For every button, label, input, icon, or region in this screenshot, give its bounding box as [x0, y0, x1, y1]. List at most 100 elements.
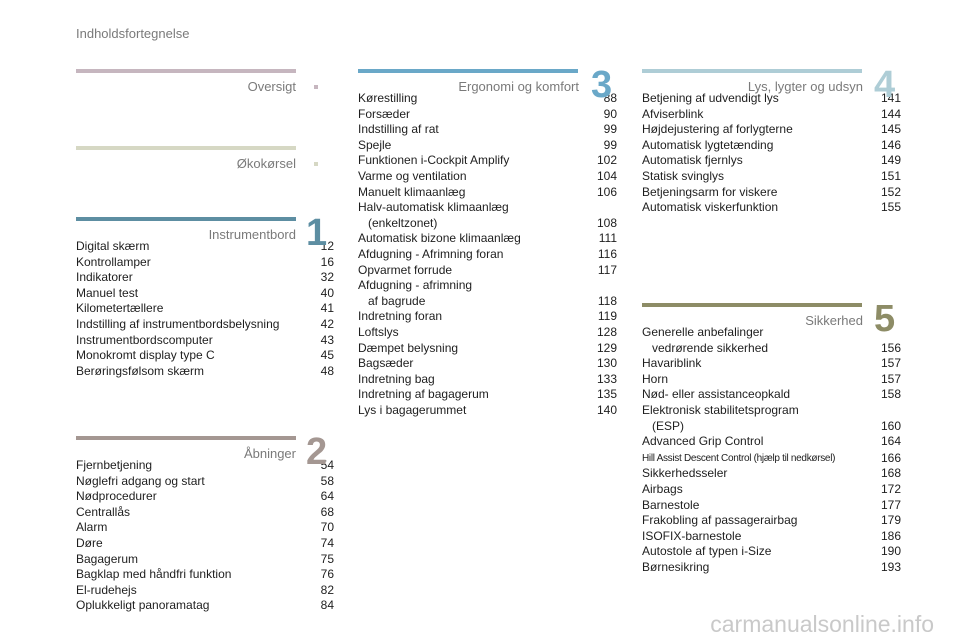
toc-entry[interactable]: Betjening af udvendigt lys 141: [642, 91, 901, 107]
toc-entry[interactable]: Elektronisk stabilitetsprogram (ESP) 160: [642, 403, 901, 434]
toc-entry-page: 166: [880, 450, 901, 465]
toc-entry[interactable]: Afviserblink 144: [642, 107, 901, 123]
toc-entry-page: 82: [320, 582, 334, 597]
toc-entry[interactable]: Kilometertællere 41: [76, 301, 334, 317]
toc-entry-label-line: Automatisk viskerfunktion: [642, 200, 779, 215]
section-number: 1: [306, 212, 328, 254]
toc-entry-page: 118: [597, 293, 617, 308]
toc-entry[interactable]: Hill Assist Descent Control (hjælp til n…: [642, 450, 901, 467]
toc-entry[interactable]: Instrumentbordscomputer 43: [76, 333, 334, 349]
toc-entry[interactable]: Berøringsfølsom skærm 48: [76, 364, 334, 380]
toc-entry-label-continuation: (ESP): [652, 418, 685, 433]
toc-entry[interactable]: Automatisk fjernlys 149: [642, 153, 901, 169]
toc-entry[interactable]: Afdugning - Afrimning foran 116: [358, 247, 617, 263]
toc-entry-label: Indstilling af rat: [358, 122, 617, 138]
toc-entry-label-line: Dæmpet belysning: [358, 340, 459, 355]
toc-entry-label-line: Automatisk lygtetænding: [642, 137, 774, 152]
toc-entry-page: 108: [596, 215, 617, 230]
toc-entry-label-line: Forsæder: [358, 106, 411, 121]
toc-entry[interactable]: Bagklap med håndfri funktion 76: [76, 567, 334, 583]
toc-entry-label-line: Nød- eller assistanceopkald: [642, 387, 791, 402]
toc-entry[interactable]: Manuelt klimaanlæg 106: [358, 185, 617, 201]
toc-entry[interactable]: Frakobling af passagerairbag 179: [642, 513, 901, 529]
section-dot: [314, 85, 318, 89]
toc-entry-label: Nød- eller assistanceopkald: [642, 387, 901, 403]
toc-entry[interactable]: Spejle 99: [358, 138, 617, 154]
toc-entry[interactable]: Indretning foran 119: [358, 309, 617, 325]
toc-entry[interactable]: Automatisk bizone klimaanlæg 111: [358, 231, 617, 247]
toc-entry[interactable]: Automatisk viskerfunktion 155: [642, 200, 901, 216]
toc-entry[interactable]: Horn 157: [642, 372, 901, 388]
toc-entry-label-line: Berøringsfølsom skærm: [76, 363, 205, 378]
toc-entry[interactable]: Afdugning - afrimning af bagrude 118: [358, 278, 617, 309]
toc-entry[interactable]: Barnestole 177: [642, 498, 901, 514]
toc-entry[interactable]: Forsæder 90: [358, 107, 617, 123]
toc-entry[interactable]: Børnesikring 193: [642, 560, 901, 576]
toc-entry[interactable]: Indretning af bagagerum 135: [358, 387, 617, 403]
toc-entry[interactable]: Oplukkeligt panoramatag 84: [76, 598, 334, 614]
toc-entry-page: 40: [320, 285, 334, 300]
toc-entry-page: 193: [880, 559, 901, 574]
toc-entry[interactable]: Nød- eller assistanceopkald 158: [642, 387, 901, 403]
toc-entry[interactable]: Generelle anbefalinger vedrørende sikkerh…: [642, 325, 901, 356]
toc-entry[interactable]: Monokromt display type C 45: [76, 348, 334, 364]
toc-entry[interactable]: Indstilling af instrumentbordsbelysning 4…: [76, 317, 334, 333]
toc-entry[interactable]: Fjernbetjening 54: [76, 458, 334, 474]
toc-entry-page: 129: [596, 340, 617, 355]
toc-entry[interactable]: Sikkerhedsseler 168: [642, 466, 901, 482]
toc-entry[interactable]: Centrallås 68: [76, 505, 334, 521]
toc-entry-label: Instrumentbordscomputer: [76, 333, 334, 349]
toc-entry[interactable]: Loftslys 128: [358, 325, 617, 341]
toc-entry[interactable]: Kontrollamper 16: [76, 255, 334, 271]
toc-entry[interactable]: Airbags 172: [642, 482, 901, 498]
section-title: Økokørsel: [236, 156, 296, 171]
toc-entry-label: Statisk svinglys: [642, 169, 901, 185]
toc-entry[interactable]: Alarm 70: [76, 520, 334, 536]
toc-entry-page: 157: [880, 371, 901, 386]
toc-entry-page: 90: [603, 106, 617, 121]
toc-entry-label-line: Bagagerum: [76, 551, 139, 566]
toc-entry-label: Havariblink: [642, 356, 901, 372]
toc-entry-label-line: Kontrollamper: [76, 254, 151, 269]
toc-entry[interactable]: Betjeningsarm for viskere 152: [642, 185, 901, 201]
toc-entry[interactable]: Automatisk lygtetænding 146: [642, 138, 901, 154]
toc-entry-label-line: Monokromt display type C: [76, 348, 215, 363]
toc-entry-label-line: Lys i bagagerummet: [358, 402, 467, 417]
toc-entry[interactable]: Højdejustering af forlygterne 145: [642, 122, 901, 138]
toc-entry[interactable]: Døre 74: [76, 536, 334, 552]
toc-entry[interactable]: Bagsæder 130: [358, 356, 617, 372]
toc-entry[interactable]: Dæmpet belysning 129: [358, 341, 617, 357]
toc-entry-page: 111: [598, 231, 617, 246]
toc-entry[interactable]: Bagagerum 75: [76, 552, 334, 568]
toc-entry[interactable]: Digital skærm 12: [76, 239, 334, 255]
toc-entry[interactable]: Manuel test 40: [76, 286, 334, 302]
section-title: Ergonomi og komfort: [458, 79, 579, 94]
toc-entry[interactable]: Halv-automatisk klimaanlæg (enkeltzonet) 1…: [358, 200, 617, 231]
toc-entry[interactable]: Autostole af typen i-Size 190: [642, 544, 901, 560]
section-abninger: Åbninger Fjernbetjening 54 Nøglefri adgang…: [76, 436, 334, 621]
toc-entry[interactable]: Indikatorer 32: [76, 270, 334, 286]
toc-entry[interactable]: ISOFIX-barnestole 186: [642, 529, 901, 545]
toc-entry[interactable]: Opvarmet forrude 117: [358, 263, 617, 279]
toc-entry-label: Bagklap med håndfri funktion: [76, 567, 334, 583]
toc-entry[interactable]: El-rudehejs 82: [76, 583, 334, 599]
toc-entry-label-line: Advanced Grip Control: [642, 434, 764, 449]
toc-entry-page: 76: [320, 567, 334, 582]
toc-entry-label-line: Automatisk fjernlys: [642, 153, 743, 168]
toc-entry[interactable]: Nødprocedurer 64: [76, 489, 334, 505]
toc-entry[interactable]: Nøglefri adgang og start 58: [76, 474, 334, 490]
toc-entry-label: El-rudehejs: [76, 583, 334, 599]
toc-entry[interactable]: Statisk svinglys 151: [642, 169, 901, 185]
toc-entry[interactable]: Kørestilling 88: [358, 91, 617, 107]
toc-entry[interactable]: Indretning bag 133: [358, 372, 617, 388]
toc-entry-label-line: ISOFIX-barnestole: [642, 528, 742, 543]
toc-entry[interactable]: Advanced Grip Control 164: [642, 434, 901, 450]
toc-entry-label-line: Afdugning - Afrimning foran: [358, 246, 504, 261]
toc-entry-label: Døre: [76, 536, 334, 552]
toc-entry[interactable]: Lys i bagagerummet 140: [358, 403, 617, 419]
toc-entry[interactable]: Varme og ventilation 104: [358, 169, 617, 185]
toc-entry-label: Dæmpet belysning: [358, 341, 617, 357]
toc-entry[interactable]: Havariblink 157: [642, 356, 901, 372]
toc-entry[interactable]: Indstilling af rat 99: [358, 122, 617, 138]
toc-entry[interactable]: Funktionen i-Cockpit Amplify 102: [358, 153, 617, 169]
